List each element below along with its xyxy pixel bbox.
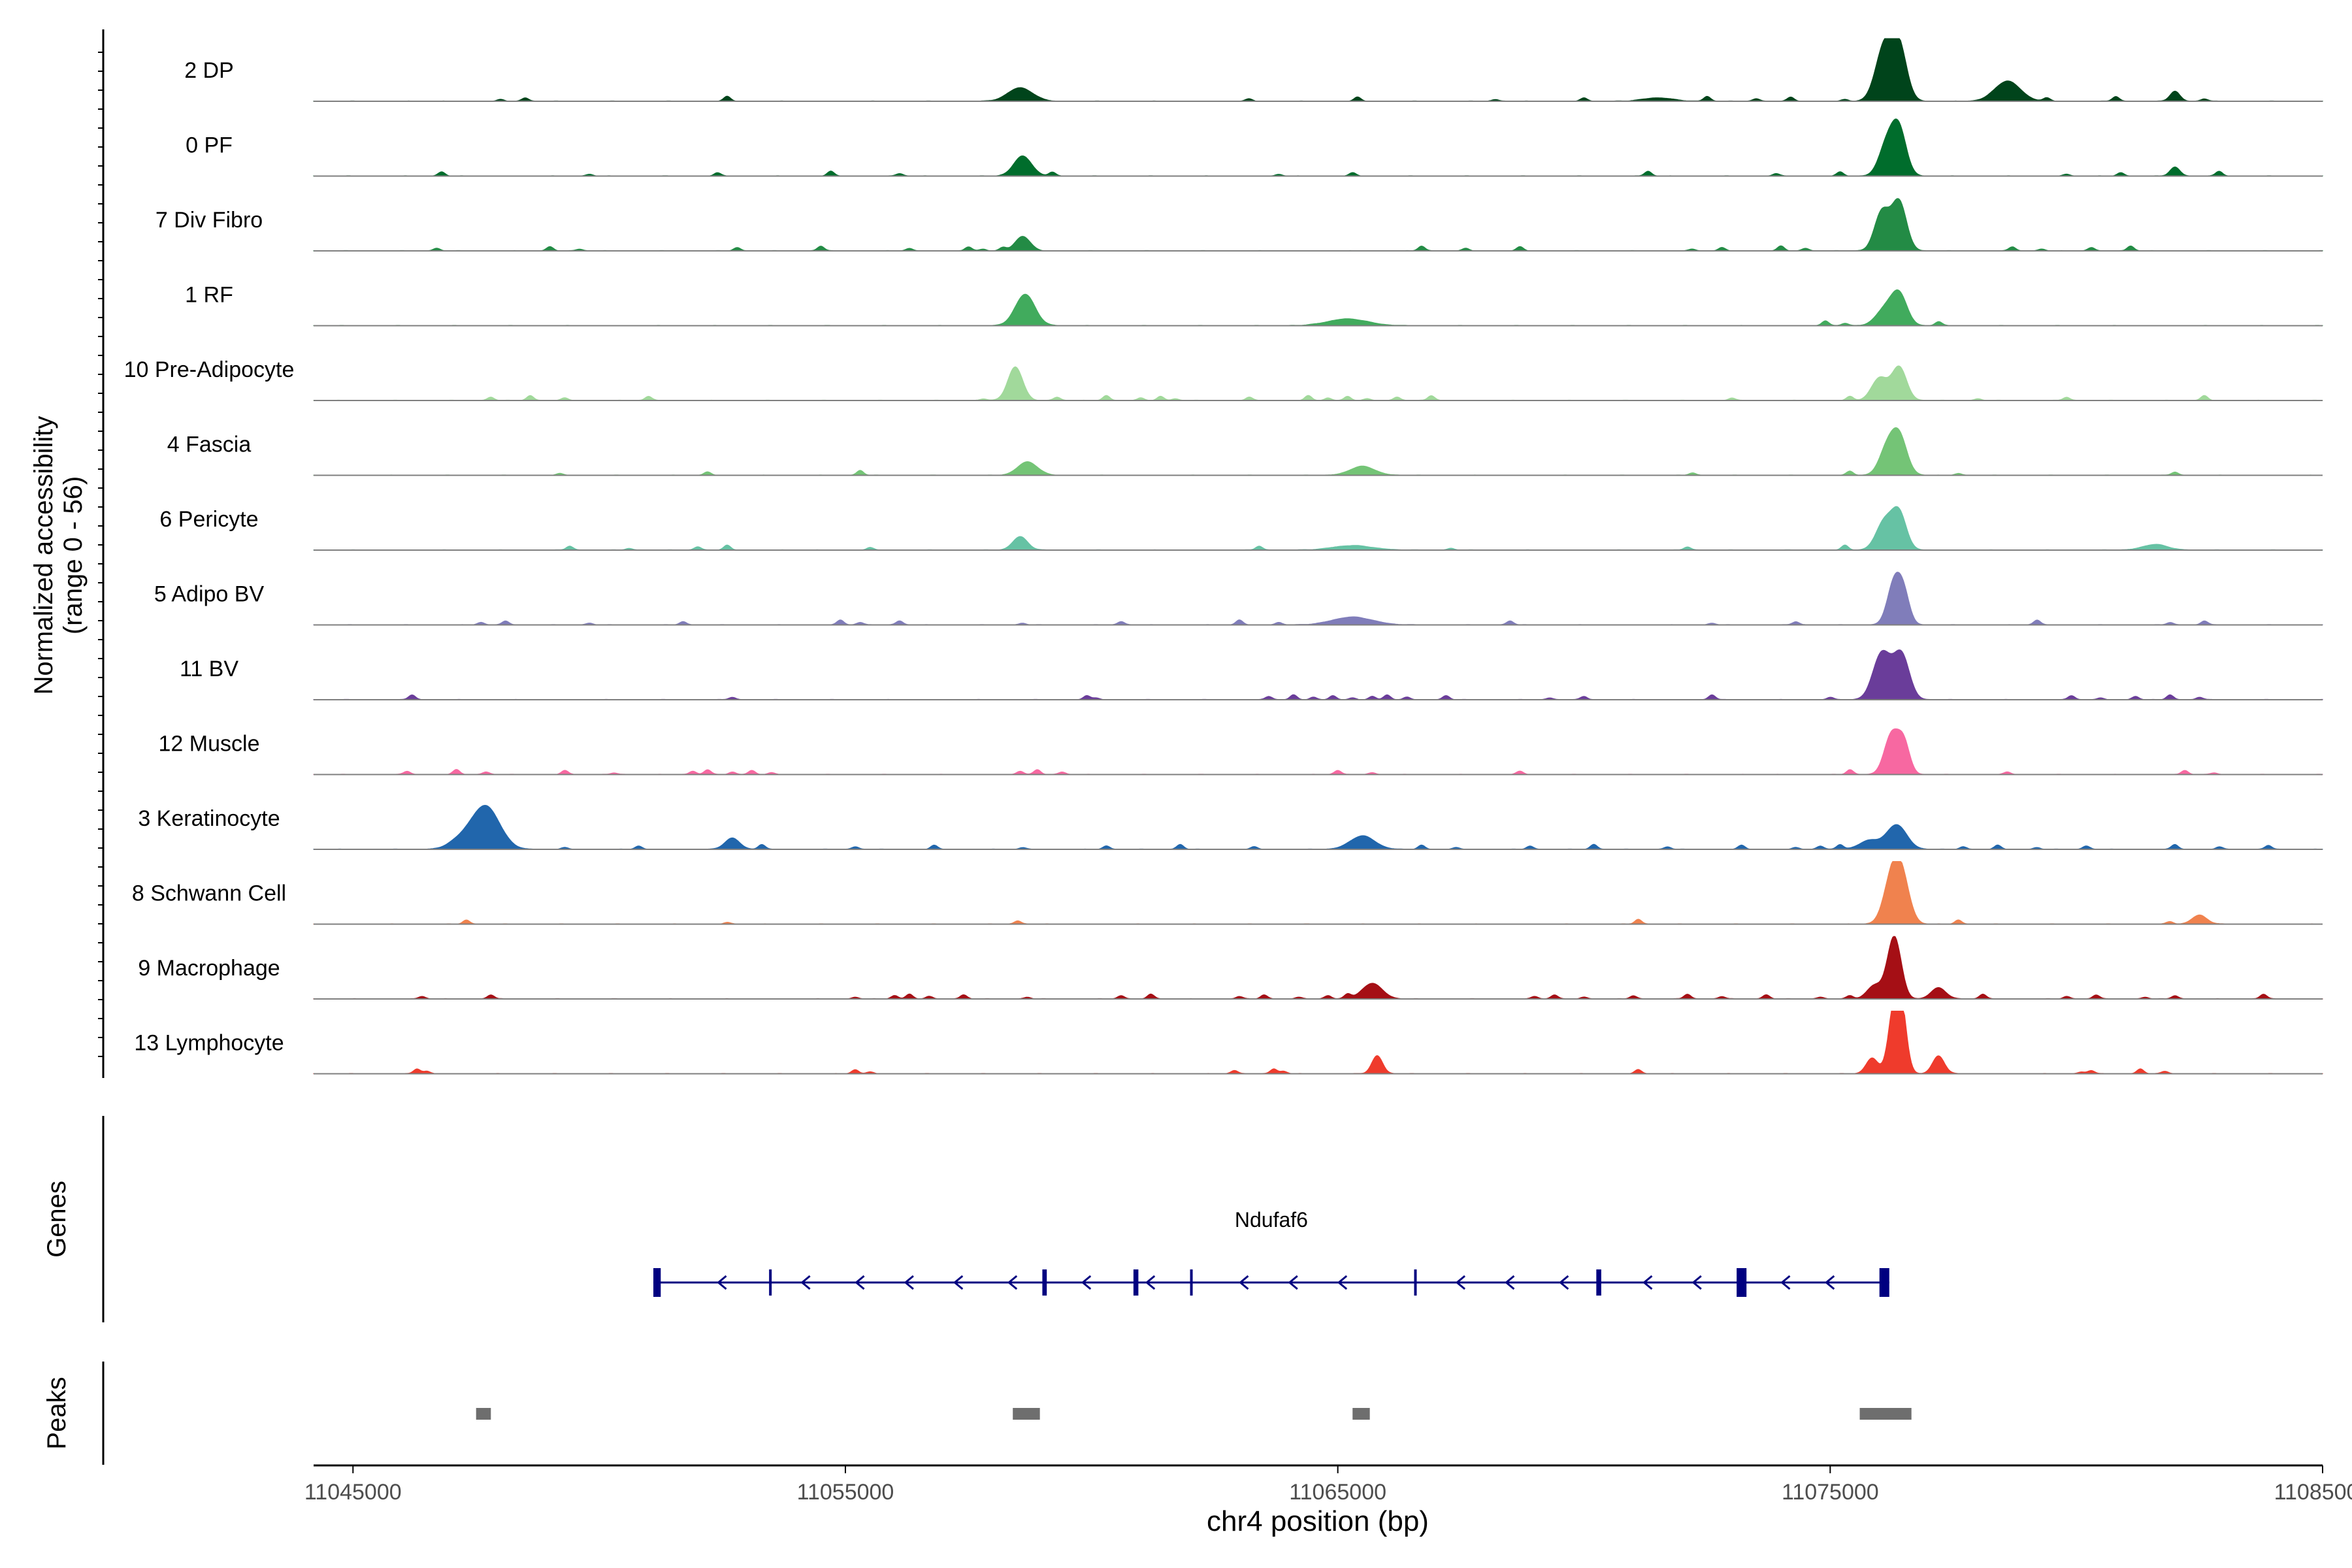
track-label: 6 Pericyte [159, 507, 258, 532]
track-9-macrophage: 9 Macrophage [138, 936, 2323, 1000]
track-5-adipo-bv: 5 Adipo BV [154, 572, 2323, 626]
track-0-pf: 0 PF [186, 118, 2323, 177]
track-10-pre-adipocyte: 10 Pre-Adipocyte [124, 357, 2323, 401]
gene-strand-arrow [904, 1275, 914, 1290]
gene-exon [1042, 1269, 1047, 1296]
y-axis-title-line2: (range 0 - 56) [59, 476, 88, 634]
peak-region [476, 1408, 491, 1420]
track-label: 5 Adipo BV [154, 582, 265, 607]
y-axis-title-line1: Normalized accessibility [29, 416, 58, 695]
x-tick-label: 11045000 [304, 1480, 402, 1505]
track-label: 11 BV [180, 657, 238, 681]
track-label: 0 PF [186, 133, 233, 158]
x-axis-ticks: 11045000 11055000 11065000 11075000 11085000 [304, 1465, 2352, 1505]
gene-exon [1414, 1269, 1417, 1296]
track-1-rf: 1 RF [185, 283, 2323, 327]
gene-name-label: Ndufaf6 [1235, 1208, 1308, 1232]
gene-strand-arrow [1288, 1275, 1298, 1290]
gene-model [653, 1268, 1889, 1297]
x-tick-label: 11055000 [797, 1480, 894, 1505]
gene-strand-arrow [1780, 1275, 1791, 1290]
track-13-lymphocyte: 13 Lymphocyte [134, 1011, 2323, 1075]
gene-strand-arrow [855, 1275, 865, 1290]
gene-exon [1133, 1269, 1139, 1296]
track-8-schwann-cell: 8 Schwann Cell [132, 861, 2323, 925]
gene-strand-arrow [1455, 1275, 1466, 1290]
gene-exon [1737, 1268, 1747, 1297]
peak-region [1013, 1408, 1040, 1420]
gene-strand-arrow [1824, 1275, 1835, 1290]
coverage-tracks: 2 DP 0 PF 7 Div Fibro 1 RF 10 Pre-Adipocyte 4… [124, 38, 2323, 1075]
track-label: 4 Fascia [167, 433, 252, 457]
track-label: 9 Macrophage [138, 956, 280, 981]
track-label: 3 Keratinocyte [138, 806, 280, 831]
x-tick-label: 11085000 [2274, 1480, 2352, 1505]
gene-strand-arrow [1558, 1275, 1569, 1290]
y-axis-ticks [98, 52, 103, 1057]
gene-strand-arrow [1337, 1275, 1348, 1290]
track-11-bv: 11 BV [180, 649, 2323, 700]
gene-strand-arrow [1239, 1275, 1249, 1290]
track-label: 10 Pre-Adipocyte [124, 357, 295, 382]
gene-strand-arrow [1505, 1275, 1515, 1290]
gene-strand-arrow [1007, 1275, 1018, 1290]
track-label: 1 RF [185, 283, 233, 308]
x-axis-title: chr4 position (bp) [1207, 1505, 1429, 1537]
genes-track-title: Genes [42, 1181, 71, 1258]
track-label: 12 Muscle [159, 732, 260, 757]
gene-exon [1190, 1269, 1193, 1296]
peaks-track: Peaks [42, 1362, 1912, 1465]
gene-strand-arrow [1145, 1275, 1156, 1290]
y-axis: Normalized accessibility (range 0 - 56) [29, 29, 105, 1078]
peaks-track-title: Peaks [42, 1377, 71, 1449]
peak-region [1352, 1408, 1370, 1420]
track-label: 13 Lymphocyte [134, 1031, 284, 1056]
track-4-fascia: 4 Fascia [167, 427, 2323, 476]
track-12-muscle: 12 Muscle [159, 728, 2323, 776]
gene-strand-arrow [800, 1275, 811, 1290]
track-2-dp: 2 DP [184, 38, 2323, 102]
gene-strand-arrow [717, 1275, 727, 1290]
peak-regions [476, 1408, 1912, 1420]
gene-exon [769, 1269, 772, 1296]
x-axis: 11045000 11055000 11065000 11075000 11085000… [304, 1464, 2352, 1537]
genes-track: Genes Ndufaf6 [42, 1116, 1889, 1322]
gene-exon [653, 1268, 661, 1297]
gene-strand-arrow [1081, 1275, 1092, 1290]
gene-strand-arrow [1691, 1275, 1702, 1290]
track-6-pericyte: 6 Pericyte [159, 506, 2323, 551]
gene-strand-arrow [953, 1275, 964, 1290]
track-label: 8 Schwann Cell [132, 881, 286, 906]
peak-region [1859, 1408, 1912, 1420]
gene-strand-arrow [1642, 1275, 1653, 1290]
x-tick-label: 11075000 [1782, 1480, 1879, 1505]
track-label: 2 DP [184, 58, 234, 83]
gene-exon [1879, 1268, 1889, 1297]
x-tick-label: 11065000 [1289, 1480, 1386, 1505]
track-label: 7 Div Fibro [155, 208, 263, 233]
track-3-keratinocyte: 3 Keratinocyte [138, 804, 2323, 850]
track-7-div-fibro: 7 Div Fibro [155, 198, 2323, 252]
gene-exon [1596, 1269, 1601, 1296]
